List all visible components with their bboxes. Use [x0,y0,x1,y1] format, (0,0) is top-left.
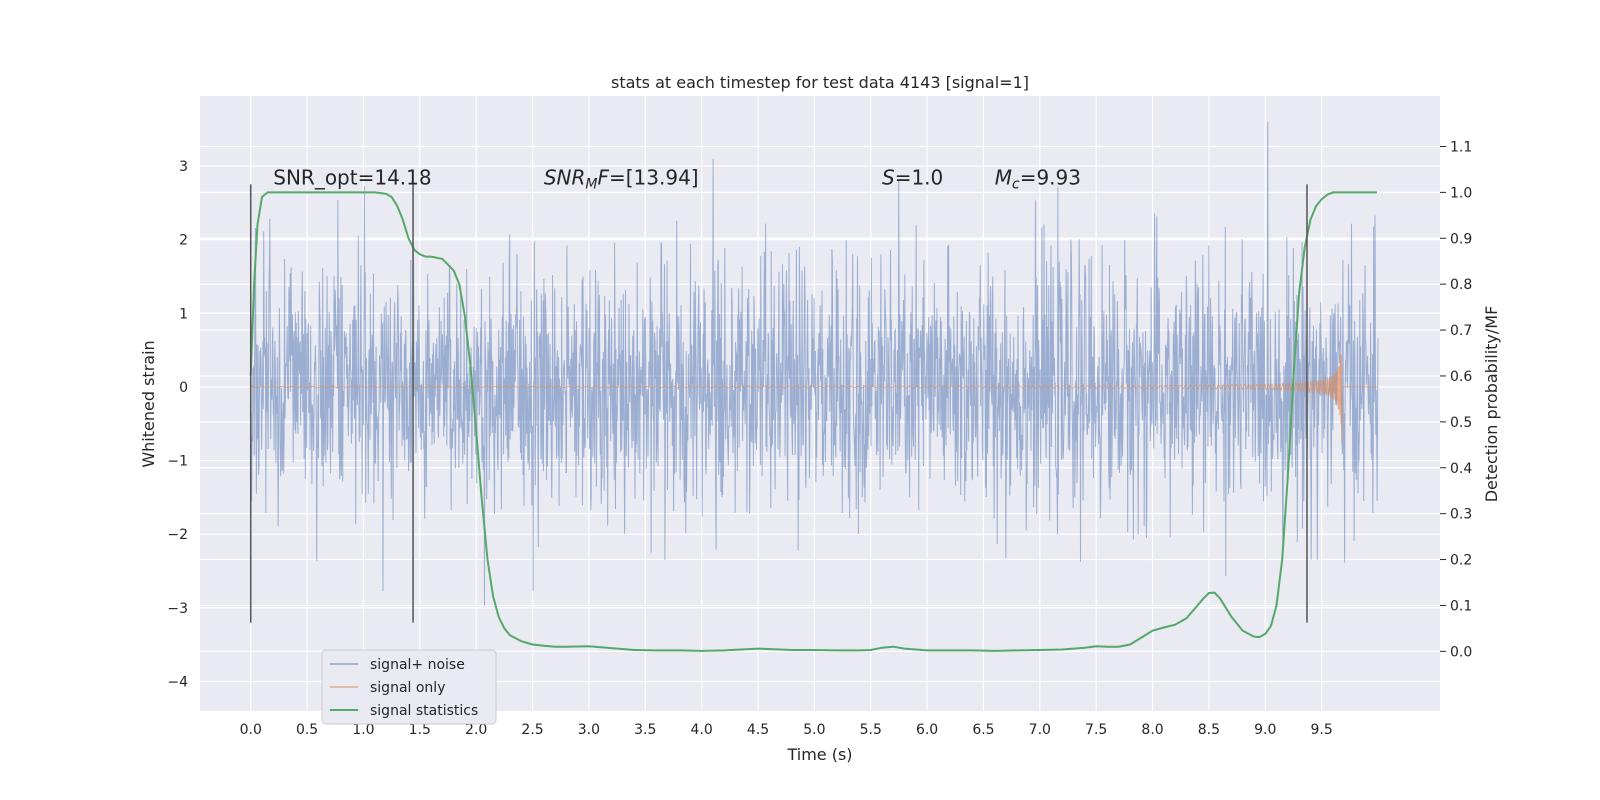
y2-tick-label: 0.4 [1450,461,1472,477]
y-tick-label: 3 [179,159,188,175]
x-tick-label: 3.5 [634,722,656,738]
x-tick-label: 2.5 [521,722,543,738]
y2-tick-label: 0.3 [1450,507,1472,523]
y2-tick-label: 1.1 [1450,139,1472,155]
legend-label: signal only [370,680,445,696]
x-tick-label: 5.5 [860,722,882,738]
y-axis-label: Whitened strain [139,340,158,467]
x-tick-label: 8.5 [1198,722,1220,738]
series-signal-noise-line [250,121,1379,606]
legend: signal+ noise signal only signal statistic… [321,649,497,725]
x-tick-label: 4.0 [691,722,713,738]
x-tick-label: 7.5 [1085,722,1107,738]
x-tick-label: 1.0 [352,722,374,738]
x-tick-label: 0.0 [240,722,262,738]
x-tick-label: 8.0 [1141,722,1163,738]
y2-tick-label: 0.6 [1450,369,1472,385]
x-tick-label: 7.0 [1029,722,1051,738]
vertical-markers [249,184,1308,623]
annotation-text: S=1.0 [882,165,943,189]
y-tick-label: 0 [179,380,188,396]
legend-label: signal statistics [370,703,478,719]
y-tick-label: 1 [179,306,188,322]
x-tick-label: 1.5 [409,722,431,738]
x-tick-label: 2.0 [465,722,487,738]
annotation-text: Mc=9.93 [995,165,1081,192]
y2-tick-label: 0.5 [1450,415,1472,431]
legend-box [321,649,497,725]
y-tick-label: −4 [167,675,188,691]
x-tick-label: 6.5 [972,722,994,738]
y2-tick-label: 0.2 [1450,553,1472,569]
annotation-text: SNR_opt=14.18 [273,165,431,189]
y2-tick-label: 0.7 [1450,323,1472,339]
plot-series [249,121,1379,652]
annotation-text: SNRMF=[13.94] [544,165,699,192]
x-axis-label: Time (s) [786,745,852,764]
y-tick-label: −3 [167,601,188,617]
chart-title: stats at each timestep for test data 414… [611,73,1029,92]
y2-tick-label: 0.1 [1450,598,1472,614]
y2-tick-label: 0.9 [1450,231,1472,247]
y2-axis-label: Detection probability/MF [1482,306,1501,503]
y2-tick-label: 1.0 [1450,185,1472,201]
x-tick-label: 4.5 [747,722,769,738]
x-tick-label: 9.5 [1311,722,1333,738]
x-tick-label: 0.5 [296,722,318,738]
axis-ticks: 0.0 0.5 1.0 1.5 2.0 2.5 3.0 3.5 4.0 4.5 5.0 5.5 6.0 6… [167,139,1472,738]
y2-tick-label: 0.0 [1450,644,1472,660]
x-tick-label: 3.0 [578,722,600,738]
y-tick-label: −1 [167,454,188,470]
legend-label: signal+ noise [370,657,465,673]
x-tick-label: 9.0 [1254,722,1276,738]
x-tick-label: 5.0 [803,722,825,738]
annotations: SNR_opt=14.18 SNRMF=[13.94] S=1.0 Mc=9.93 [273,165,1081,192]
y-tick-label: −2 [167,527,188,543]
x-tick-label: 6.0 [916,722,938,738]
series-signal-only-line [250,353,1378,444]
y-tick-label: 2 [179,233,188,249]
series-signal-statistics-line [249,191,1377,652]
y2-tick-label: 0.8 [1450,277,1472,293]
